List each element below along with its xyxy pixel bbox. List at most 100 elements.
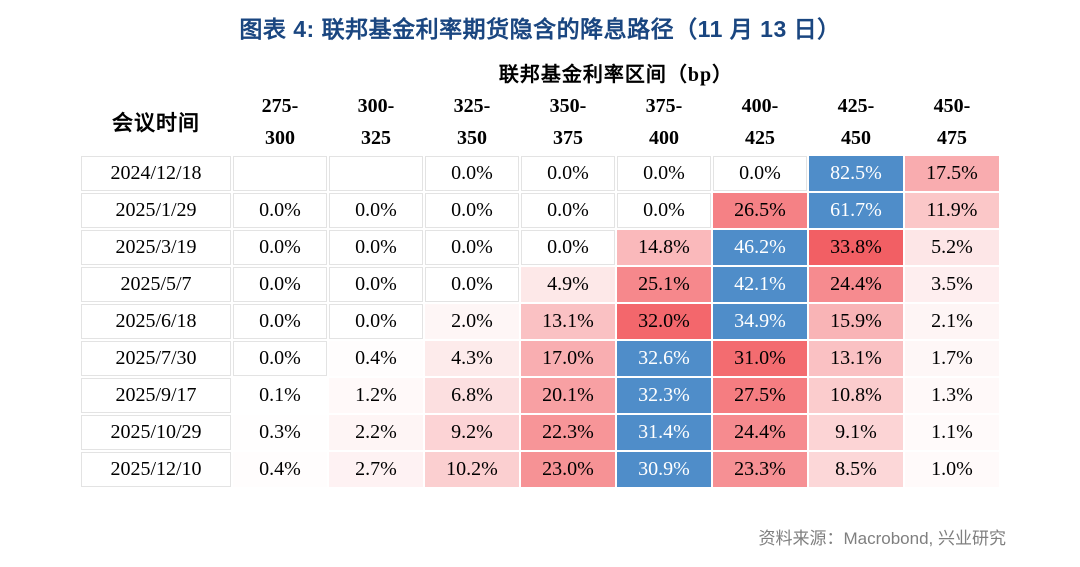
meeting-date: 2024/12/18 xyxy=(81,156,231,191)
probability-cell: 13.1% xyxy=(809,341,903,376)
probability-cell: 1.1% xyxy=(905,415,999,450)
probability-cell: 42.1% xyxy=(713,267,807,302)
rate-range-header: 375- 400 xyxy=(617,90,711,154)
meeting-date: 2025/6/18 xyxy=(81,304,231,339)
probability-cell: 0.0% xyxy=(425,230,519,265)
table-row: 2025/12/10 0.4% 2.7% 10.2% 23.0% 30.9% 23.3% 8.… xyxy=(81,452,999,487)
probability-cell: 5.2% xyxy=(905,230,999,265)
rate-range-line: 450 xyxy=(841,127,871,149)
probability-cell: 17.5% xyxy=(905,156,999,191)
table-row: 2025/5/7 0.0% 0.0% 0.0% 4.9% 25.1% 42.1% 24.4% 3… xyxy=(81,267,999,302)
probability-cell: 0.0% xyxy=(521,230,615,265)
table-row: 2025/3/19 0.0% 0.0% 0.0% 0.0% 14.8% 46.2% 33.8%… xyxy=(81,230,999,265)
probability-cell: 2.0% xyxy=(425,304,519,339)
source-note: 资料来源：Macrobond, 兴业研究 xyxy=(758,529,1007,548)
probability-cell: 0.1% xyxy=(233,378,327,413)
rate-range-line: 300 xyxy=(265,127,295,149)
probability-cell: 46.2% xyxy=(713,230,807,265)
corner-blank-cell xyxy=(81,56,231,88)
rate-path-table: 联邦基金利率区间（bp） 会议时间 275- 300 300- 325 325- 350 3… xyxy=(79,54,1001,489)
probability-cell: 10.2% xyxy=(425,452,519,487)
probability-cell: 2.1% xyxy=(905,304,999,339)
probability-cell: 1.0% xyxy=(905,452,999,487)
probability-cell: 0.0% xyxy=(329,267,423,302)
probability-cell: 0.0% xyxy=(329,230,423,265)
probability-cell: 0.0% xyxy=(233,267,327,302)
column-header-row: 会议时间 275- 300 300- 325 325- 350 350- 375 375- 400… xyxy=(81,90,999,154)
probability-cell: 32.6% xyxy=(617,341,711,376)
probability-cell: 1.3% xyxy=(905,378,999,413)
meeting-date: 2025/5/7 xyxy=(81,267,231,302)
probability-cell: 10.8% xyxy=(809,378,903,413)
probability-cell: 31.4% xyxy=(617,415,711,450)
probability-cell: 2.2% xyxy=(329,415,423,450)
rate-range-line: 325- xyxy=(453,95,491,117)
group-header-row: 联邦基金利率区间（bp） xyxy=(81,56,999,88)
probability-cell: 13.1% xyxy=(521,304,615,339)
probability-cell: 32.0% xyxy=(617,304,711,339)
probability-cell: 8.5% xyxy=(809,452,903,487)
probability-cell: 32.3% xyxy=(617,378,711,413)
table-row: 2025/10/29 0.3% 2.2% 9.2% 22.3% 31.4% 24.4% 9.1… xyxy=(81,415,999,450)
rate-range-line: 375- xyxy=(645,95,683,117)
probability-cell: 9.1% xyxy=(809,415,903,450)
rate-range-line: 400 xyxy=(649,127,679,149)
rate-range-header: 450- 475 xyxy=(905,90,999,154)
probability-cell: 61.7% xyxy=(809,193,903,228)
probability-cell: 4.3% xyxy=(425,341,519,376)
rate-range-header: 300- 325 xyxy=(329,90,423,154)
probability-cell: 2.7% xyxy=(329,452,423,487)
probability-cell: 11.9% xyxy=(905,193,999,228)
probability-cell: 23.0% xyxy=(521,452,615,487)
probability-cell xyxy=(233,156,327,191)
meeting-date: 2025/10/29 xyxy=(81,415,231,450)
probability-cell: 82.5% xyxy=(809,156,903,191)
probability-cell: 3.5% xyxy=(905,267,999,302)
rate-range-header: 350- 375 xyxy=(521,90,615,154)
rate-range-line: 325 xyxy=(361,127,391,149)
rate-range-group-header: 联邦基金利率区间（bp） xyxy=(233,56,999,88)
probability-cell: 0.4% xyxy=(329,341,423,376)
table-row: 2025/6/18 0.0% 0.0% 2.0% 13.1% 32.0% 34.9% 15.9… xyxy=(81,304,999,339)
rate-range-line: 300- xyxy=(357,95,395,117)
probability-cell: 30.9% xyxy=(617,452,711,487)
probability-cell: 0.0% xyxy=(425,193,519,228)
rate-range-header: 325- 350 xyxy=(425,90,519,154)
probability-cell: 14.8% xyxy=(617,230,711,265)
probability-cell: 0.0% xyxy=(521,156,615,191)
probability-cell: 20.1% xyxy=(521,378,615,413)
probability-cell: 34.9% xyxy=(713,304,807,339)
table-row: 2025/7/30 0.0% 0.4% 4.3% 17.0% 32.6% 31.0% 13.1… xyxy=(81,341,999,376)
probability-cell: 0.4% xyxy=(233,452,327,487)
probability-cell: 26.5% xyxy=(713,193,807,228)
rate-range-line: 275- xyxy=(261,95,299,117)
table-header: 联邦基金利率区间（bp） 会议时间 275- 300 300- 325 325- 350 3… xyxy=(81,56,999,154)
probability-cell: 0.0% xyxy=(329,193,423,228)
probability-cell: 0.0% xyxy=(233,304,327,339)
rate-range-line: 450- xyxy=(933,95,971,117)
probability-cell: 0.0% xyxy=(617,193,711,228)
probability-cell xyxy=(329,156,423,191)
probability-cell: 0.0% xyxy=(713,156,807,191)
probability-cell: 0.3% xyxy=(233,415,327,450)
meeting-date: 2025/7/30 xyxy=(81,341,231,376)
probability-cell: 0.0% xyxy=(425,267,519,302)
table-row: 2024/12/18 0.0% 0.0% 0.0% 0.0% 82.5% 17.5% xyxy=(81,156,999,191)
meeting-date: 2025/3/19 xyxy=(81,230,231,265)
probability-cell: 24.4% xyxy=(713,415,807,450)
probability-cell: 0.0% xyxy=(425,156,519,191)
probability-cell: 23.3% xyxy=(713,452,807,487)
table-row: 2025/9/17 0.1% 1.2% 6.8% 20.1% 32.3% 27.5% 10.8… xyxy=(81,378,999,413)
probability-cell: 0.0% xyxy=(233,341,327,376)
rate-range-header: 275- 300 xyxy=(233,90,327,154)
probability-cell: 25.1% xyxy=(617,267,711,302)
probability-cell: 0.0% xyxy=(233,230,327,265)
rate-range-line: 375 xyxy=(553,127,583,149)
table-body: 2024/12/18 0.0% 0.0% 0.0% 0.0% 82.5% 17.5% 2025… xyxy=(81,156,999,487)
probability-cell: 33.8% xyxy=(809,230,903,265)
probability-cell: 6.8% xyxy=(425,378,519,413)
meeting-time-header: 会议时间 xyxy=(81,90,231,154)
probability-cell: 9.2% xyxy=(425,415,519,450)
rate-range-line: 475 xyxy=(937,127,967,149)
